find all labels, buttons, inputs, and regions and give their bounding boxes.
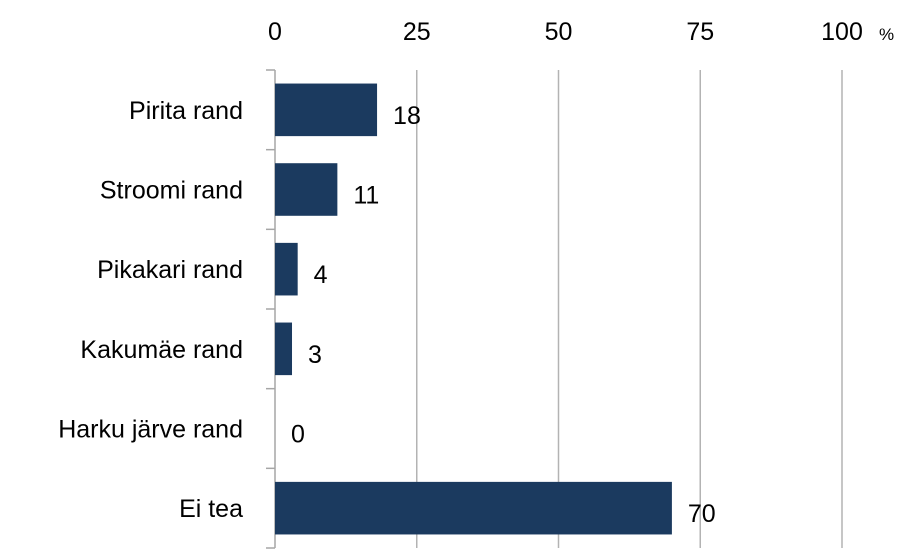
x-tick-label: 0: [268, 18, 282, 46]
x-tick-label: 25: [403, 18, 431, 46]
x-tick-label: 50: [545, 18, 573, 46]
category-label: Pikakari rand: [97, 256, 243, 284]
bar: [275, 83, 378, 137]
labels: Pirita rand 18 Stroomi rand 11 Pikakari rand…: [58, 97, 716, 528]
bar: [275, 481, 672, 535]
bar: [275, 242, 298, 296]
bar: [275, 163, 338, 216]
axes: 0 25 50 75 100%: [266, 18, 894, 549]
data-label: 70: [688, 500, 716, 528]
bar: [275, 322, 293, 376]
data-label: 4: [314, 261, 328, 289]
x-tick-label: 75: [686, 18, 714, 46]
data-label: 0: [291, 421, 305, 449]
category-label: Ei tea: [179, 495, 243, 523]
data-label: 3: [308, 341, 322, 369]
data-label: 11: [353, 182, 379, 210]
category-label: Kakumäe rand: [80, 336, 243, 364]
x-tick-label: 100: [821, 18, 863, 46]
category-label: Harku järve rand: [58, 416, 243, 444]
bars: [275, 83, 672, 535]
x-unit-label: %: [879, 25, 894, 44]
grid-lines: [416, 70, 843, 548]
category-label: Pirita rand: [129, 97, 243, 125]
category-label: Stroomi rand: [100, 177, 243, 205]
data-label: 18: [393, 102, 421, 130]
